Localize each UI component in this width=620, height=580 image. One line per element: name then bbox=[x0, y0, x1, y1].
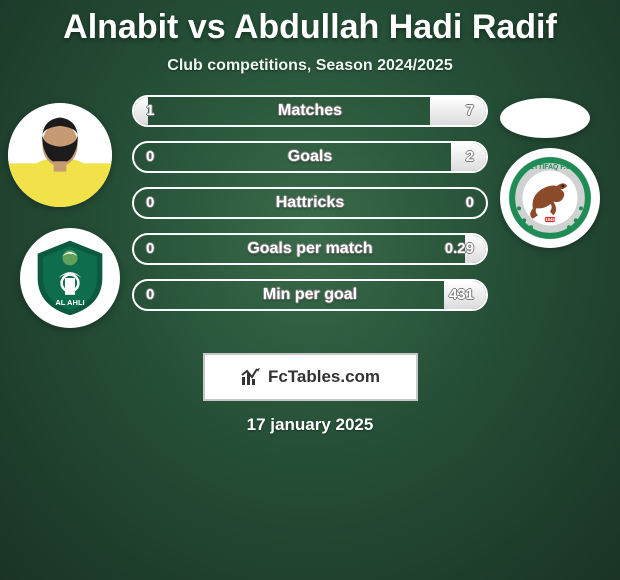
brand-text: FcTables.com bbox=[268, 367, 380, 387]
stat-row-goals-per-match: 0 Goals per match 0.29 bbox=[132, 233, 488, 265]
stat-value-right: 431 bbox=[437, 281, 486, 309]
player-right-club-badge: ETTIFAQ F.C 1945 bbox=[500, 148, 600, 248]
player-left-club-badge: AL AHLI bbox=[20, 228, 120, 328]
stat-row-goals: 0 Goals 2 bbox=[132, 141, 488, 173]
stat-value-right: 7 bbox=[454, 97, 486, 125]
player-left-avatar bbox=[8, 103, 112, 207]
page-title: Alnabit vs Abdullah Hadi Radif bbox=[0, 0, 620, 47]
stat-bars: 1 Matches 7 0 Goals 2 0 Hattricks 0 0 Go… bbox=[132, 95, 488, 325]
date-label: 17 january 2025 bbox=[0, 415, 620, 435]
stat-label: Goals bbox=[134, 143, 486, 171]
player-right-avatar bbox=[500, 98, 590, 138]
chart-icon bbox=[240, 367, 262, 387]
stat-label: Matches bbox=[134, 97, 486, 125]
svg-text:ETTIFAQ F.C: ETTIFAQ F.C bbox=[529, 164, 570, 171]
stat-label: Min per goal bbox=[134, 281, 486, 309]
comparison-panel: AL AHLI ETTIFAQ F.C 1945 bbox=[0, 93, 620, 353]
stat-label: Hattricks bbox=[134, 189, 486, 217]
brand-badge: FcTables.com bbox=[203, 353, 418, 401]
stat-value-right: 0.29 bbox=[433, 235, 486, 263]
subtitle: Club competitions, Season 2024/2025 bbox=[0, 57, 620, 75]
svg-text:1945: 1945 bbox=[545, 217, 555, 222]
stat-value-right: 0 bbox=[454, 189, 486, 217]
stat-row-min-per-goal: 0 Min per goal 431 bbox=[132, 279, 488, 311]
svg-text:AL AHLI: AL AHLI bbox=[55, 298, 84, 307]
stat-value-right: 2 bbox=[454, 143, 486, 171]
stat-row-matches: 1 Matches 7 bbox=[132, 95, 488, 127]
stat-row-hattricks: 0 Hattricks 0 bbox=[132, 187, 488, 219]
